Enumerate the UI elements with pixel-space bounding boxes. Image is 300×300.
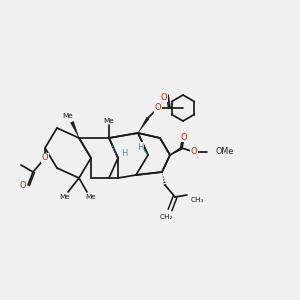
Text: OMe: OMe bbox=[216, 148, 234, 157]
Text: H: H bbox=[121, 148, 127, 158]
Text: Me: Me bbox=[63, 113, 74, 119]
Polygon shape bbox=[70, 121, 79, 138]
Text: O: O bbox=[181, 133, 187, 142]
Text: CH₃: CH₃ bbox=[191, 197, 204, 203]
Polygon shape bbox=[139, 144, 148, 155]
Text: H: H bbox=[137, 142, 143, 152]
Polygon shape bbox=[138, 117, 149, 133]
Text: O: O bbox=[161, 92, 167, 101]
Text: O: O bbox=[191, 148, 197, 157]
Text: O: O bbox=[20, 181, 26, 190]
Text: Me: Me bbox=[60, 194, 70, 200]
Polygon shape bbox=[170, 147, 183, 155]
Text: CH₂: CH₂ bbox=[159, 214, 173, 220]
Text: Me: Me bbox=[103, 118, 114, 124]
Text: Me: Me bbox=[85, 194, 96, 200]
Text: O: O bbox=[42, 154, 48, 163]
Text: O: O bbox=[155, 103, 161, 112]
